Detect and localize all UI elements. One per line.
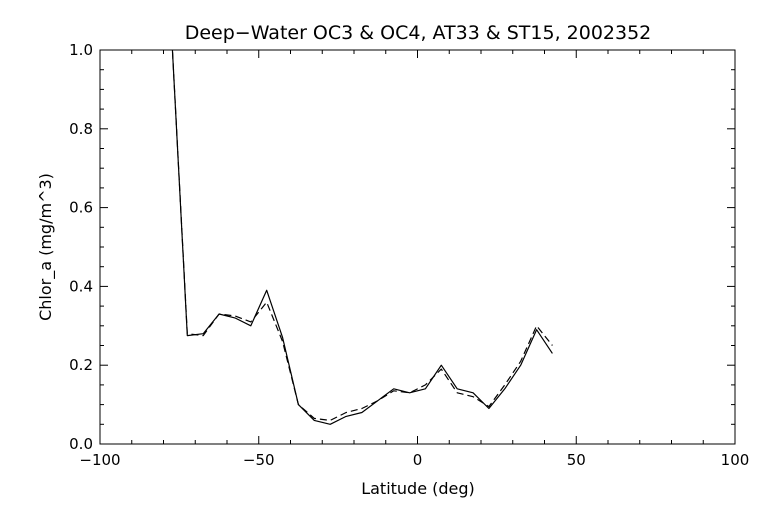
x-tick-label: −100: [79, 451, 120, 469]
x-tick-label: −50: [243, 451, 275, 469]
series-line-solid: [171, 50, 553, 425]
x-tick-label: 0: [413, 451, 423, 469]
chart-title: Deep−Water OC3 & OC4, AT33 & ST15, 20023…: [185, 22, 652, 44]
series-line-dashed: [171, 50, 553, 421]
x-tick-labels: −100 −50 0 50 100: [79, 451, 749, 469]
plot-frame: [99, 49, 736, 445]
y-tick-labels: 0.0 0.2 0.4 0.6 0.8 1.0: [69, 41, 93, 453]
y-tick-label: 0.4: [69, 277, 93, 295]
series-layer: [171, 50, 553, 425]
y-axis-label: Chlor_a (mg/m^3): [36, 173, 56, 321]
y-tick-label: 1.0: [69, 41, 93, 59]
y-tick-label: 0.0: [69, 435, 93, 453]
x-tick-label: 100: [721, 451, 750, 469]
axis-ticks: [99, 49, 736, 445]
y-tick-label: 0.2: [69, 356, 93, 374]
y-tick-label: 0.8: [69, 120, 93, 138]
x-tick-label: 50: [567, 451, 586, 469]
x-axis-label: Latitude (deg): [361, 479, 475, 498]
y-tick-label: 0.6: [69, 199, 93, 217]
